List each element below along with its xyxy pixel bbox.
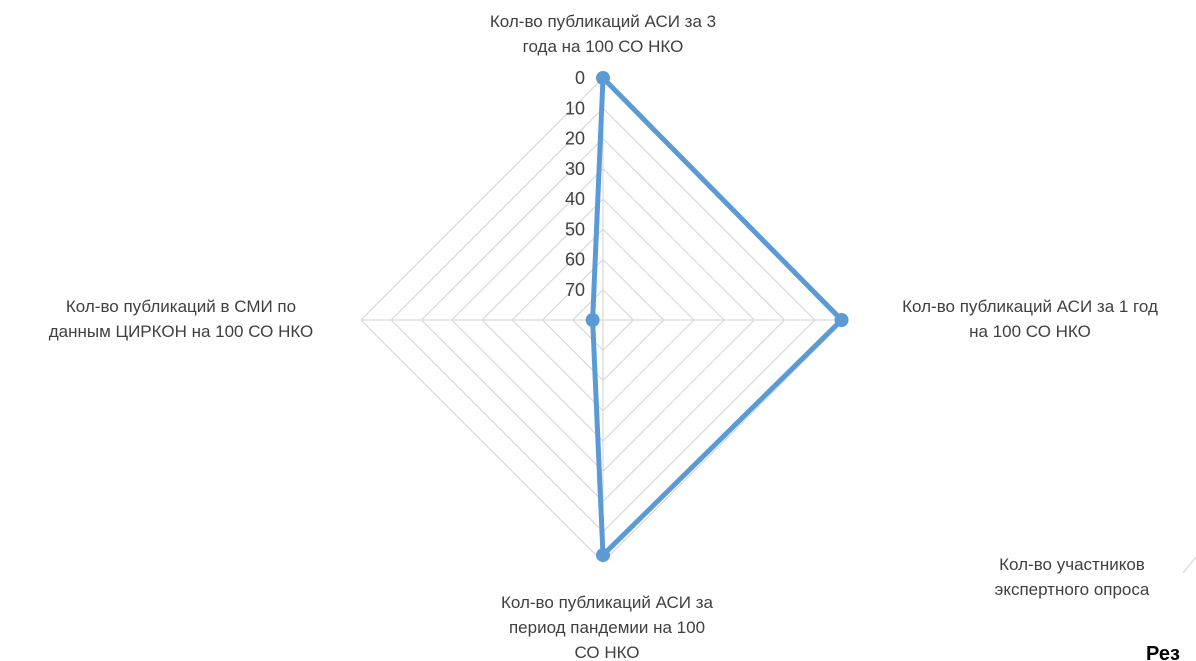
data-point-4	[585, 313, 600, 327]
neighbor-axis-label-line: Кол-во участников	[999, 555, 1145, 574]
category-label-right: Кол-во публикаций АСИ за 1 год на 100 СО …	[902, 297, 1158, 341]
neighbor-title-fragment: Рез	[1146, 643, 1180, 661]
category-label-left-line: Кол-во публикаций в СМИ по	[66, 297, 296, 316]
tick-label: 10	[565, 98, 585, 118]
category-label-top-line: Кол-во публикаций АСИ за 3	[490, 12, 716, 31]
tick-label: 20	[565, 129, 585, 149]
category-label-bottom: Кол-во публикаций АСИ за период пандемии …	[501, 593, 714, 661]
neighbor-axis-label-line: экспертного опроса	[995, 580, 1150, 599]
category-label-bottom-line: период пандемии на 100	[509, 618, 705, 637]
grid-rings	[360, 77, 846, 563]
category-label-top-line: года на 100 СО НКО	[523, 37, 684, 56]
data-point-3	[596, 548, 610, 563]
category-label-bottom-line: СО НКО	[574, 643, 639, 661]
category-label-bottom-line: Кол-во публикаций АСИ за	[501, 593, 714, 612]
category-label-right-line: на 100 СО НКО	[969, 322, 1091, 341]
category-label-top: Кол-во публикаций АСИ за 3 года на 100 СО…	[490, 12, 716, 56]
tick-label: 40	[565, 189, 585, 209]
tick-label: 60	[565, 250, 585, 270]
tick-label: 70	[565, 280, 585, 300]
category-label-left: Кол-во публикаций в СМИ по данным ЦИРКОН …	[49, 297, 314, 341]
data-point-2	[834, 313, 849, 327]
data-point-1	[596, 71, 610, 85]
category-label-left-line: данным ЦИРКОН на 100 СО НКО	[49, 322, 314, 341]
neighbor-chart-fragment: Кол-во участников экспертного опроса Рез	[995, 555, 1196, 661]
category-label-right-line: Кол-во публикаций АСИ за 1 год	[902, 297, 1158, 316]
tick-label: 0	[575, 68, 585, 88]
neighbor-grid-line	[1182, 556, 1196, 574]
tick-label: 50	[565, 219, 585, 239]
tick-label: 30	[565, 159, 585, 179]
